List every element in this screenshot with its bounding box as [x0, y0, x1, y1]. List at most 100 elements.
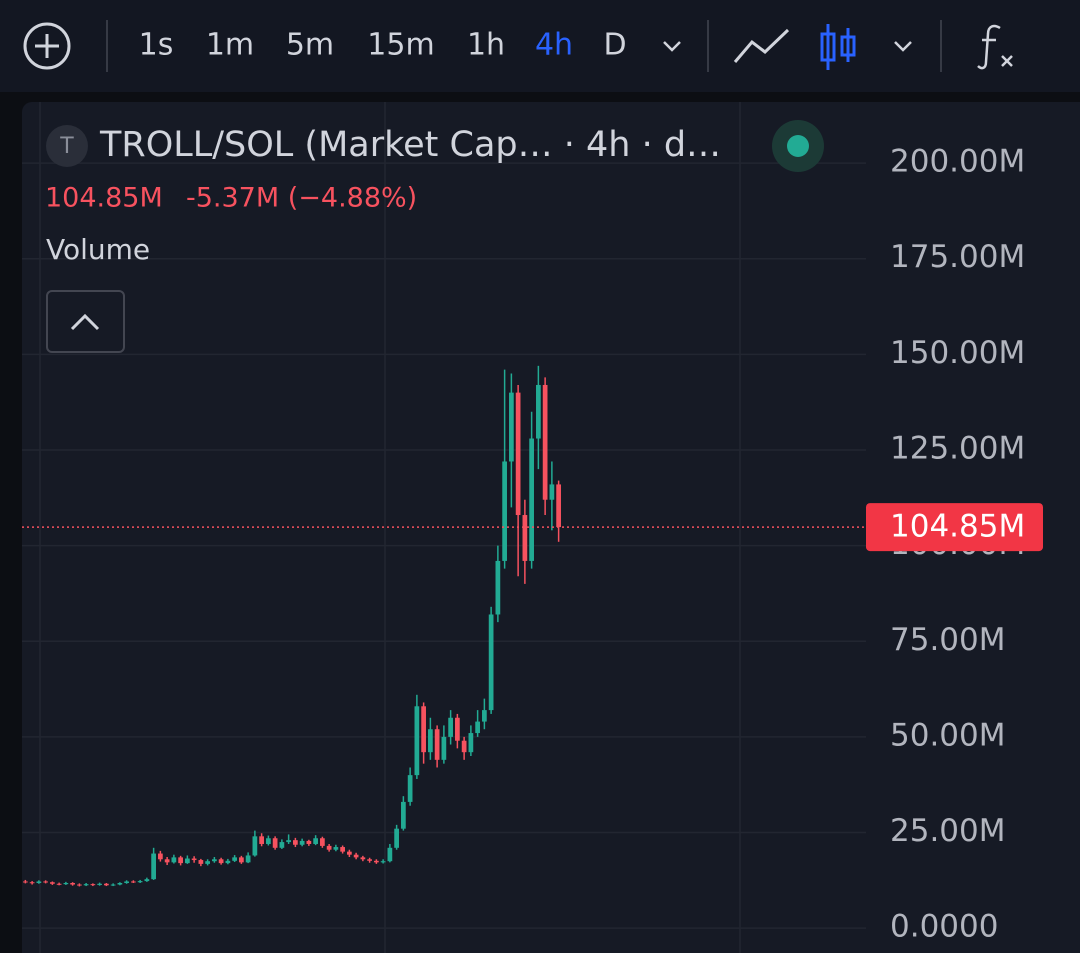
candle-body — [434, 729, 440, 760]
candle-body — [441, 736, 447, 760]
candle-body — [77, 884, 82, 886]
chart-panel — [22, 102, 1080, 953]
line-chart-button[interactable] — [733, 28, 790, 63]
y-tick-label: 0.0000 — [890, 909, 998, 945]
candle-body — [286, 840, 291, 843]
candle-body — [29, 882, 35, 884]
candle-body — [151, 853, 156, 880]
candle-body — [178, 857, 183, 864]
y-tick-label: 175.00M — [890, 239, 1025, 275]
candle-body — [104, 883, 109, 886]
candle-body — [164, 859, 170, 863]
candle-body — [515, 392, 521, 516]
candle-body — [212, 859, 217, 862]
candle-body — [421, 706, 426, 753]
candle-body — [171, 857, 177, 863]
candle-body — [326, 845, 332, 850]
legend-price: 104.85M — [45, 183, 163, 214]
candle-chart-button[interactable] — [820, 24, 856, 70]
symbol-icon — [46, 125, 88, 167]
candle-body — [320, 838, 325, 846]
candle-body — [367, 859, 372, 861]
interval-dropdown[interactable] — [663, 41, 681, 52]
interval-button[interactable]: 1m — [206, 28, 254, 63]
candle-body — [509, 392, 514, 462]
y-tick-label: 75.00M — [890, 622, 1006, 658]
candle-body — [43, 881, 48, 883]
chart-type-dropdown[interactable] — [894, 41, 912, 52]
add-button[interactable] — [23, 22, 71, 70]
interval-button[interactable]: 5m — [286, 28, 334, 63]
candle-body — [394, 828, 399, 848]
y-tick-label: 50.00M — [890, 717, 1006, 753]
collapse-button[interactable] — [46, 290, 125, 353]
candle-body — [158, 853, 163, 860]
candle-body — [36, 881, 42, 884]
candle-body — [299, 840, 305, 845]
candle-body — [407, 775, 413, 802]
candle-body — [23, 881, 28, 883]
candle-body — [225, 860, 231, 864]
last-price-label: 104.85M — [890, 509, 1025, 545]
interval-button[interactable]: 1h — [467, 28, 505, 63]
candle-body — [144, 879, 150, 882]
interval-button[interactable]: 4h — [535, 28, 573, 63]
candle-body — [252, 836, 258, 856]
plot — [22, 162, 866, 929]
candle-body — [90, 884, 96, 886]
candle-body — [549, 484, 555, 500]
candle-body — [131, 881, 136, 883]
candle-body — [360, 857, 366, 860]
candle-body — [110, 884, 116, 886]
last-price-box — [866, 503, 1043, 552]
candle-body — [239, 857, 244, 863]
candle-body — [198, 860, 204, 864]
symbol-icon-letter: T — [59, 134, 74, 159]
interval-button[interactable]: D — [603, 28, 626, 63]
candle-body — [56, 883, 62, 885]
candle-body — [124, 881, 129, 884]
candle-body — [347, 851, 352, 855]
y-tick-label: 125.00M — [890, 430, 1025, 466]
candle-body — [488, 614, 494, 711]
candle-body — [333, 847, 339, 850]
indicators-button[interactable] — [977, 24, 1013, 70]
candle-body — [529, 438, 534, 561]
candle-body — [191, 858, 197, 861]
candle-body — [70, 883, 75, 885]
candle-body — [374, 860, 379, 863]
candle-body — [387, 847, 393, 862]
candle-body — [218, 859, 224, 864]
candle-body — [63, 883, 69, 885]
candle-body — [279, 842, 285, 848]
y-tick-label: 25.00M — [890, 813, 1006, 849]
interval-button[interactable]: 15m — [367, 28, 434, 63]
candle-body — [117, 883, 123, 885]
candle-body — [205, 861, 210, 864]
candle-body — [502, 461, 507, 561]
interval-button[interactable]: 1s — [139, 28, 174, 63]
candle-body — [137, 881, 143, 883]
candle-body — [522, 515, 528, 561]
candle-body — [428, 729, 433, 753]
candle-body — [97, 883, 102, 885]
candle-body — [448, 717, 453, 737]
candle-body — [536, 384, 541, 439]
candle-body — [353, 854, 359, 858]
candle-body — [461, 740, 467, 753]
status-dot — [787, 135, 809, 157]
y-tick-label: 200.00M — [890, 144, 1025, 180]
candle-body — [482, 710, 487, 722]
legend-title: TROLL/SOL (Market Cap… · 4h · d… — [99, 125, 721, 165]
collapse-chevron — [70, 313, 100, 331]
candle-body — [293, 840, 298, 845]
candle-body — [542, 384, 548, 500]
candle-body — [468, 733, 474, 753]
candle-body — [495, 560, 501, 615]
candle-body — [306, 840, 312, 844]
candle-body — [50, 882, 55, 884]
candle-body — [245, 855, 251, 863]
candle-body — [414, 706, 420, 776]
